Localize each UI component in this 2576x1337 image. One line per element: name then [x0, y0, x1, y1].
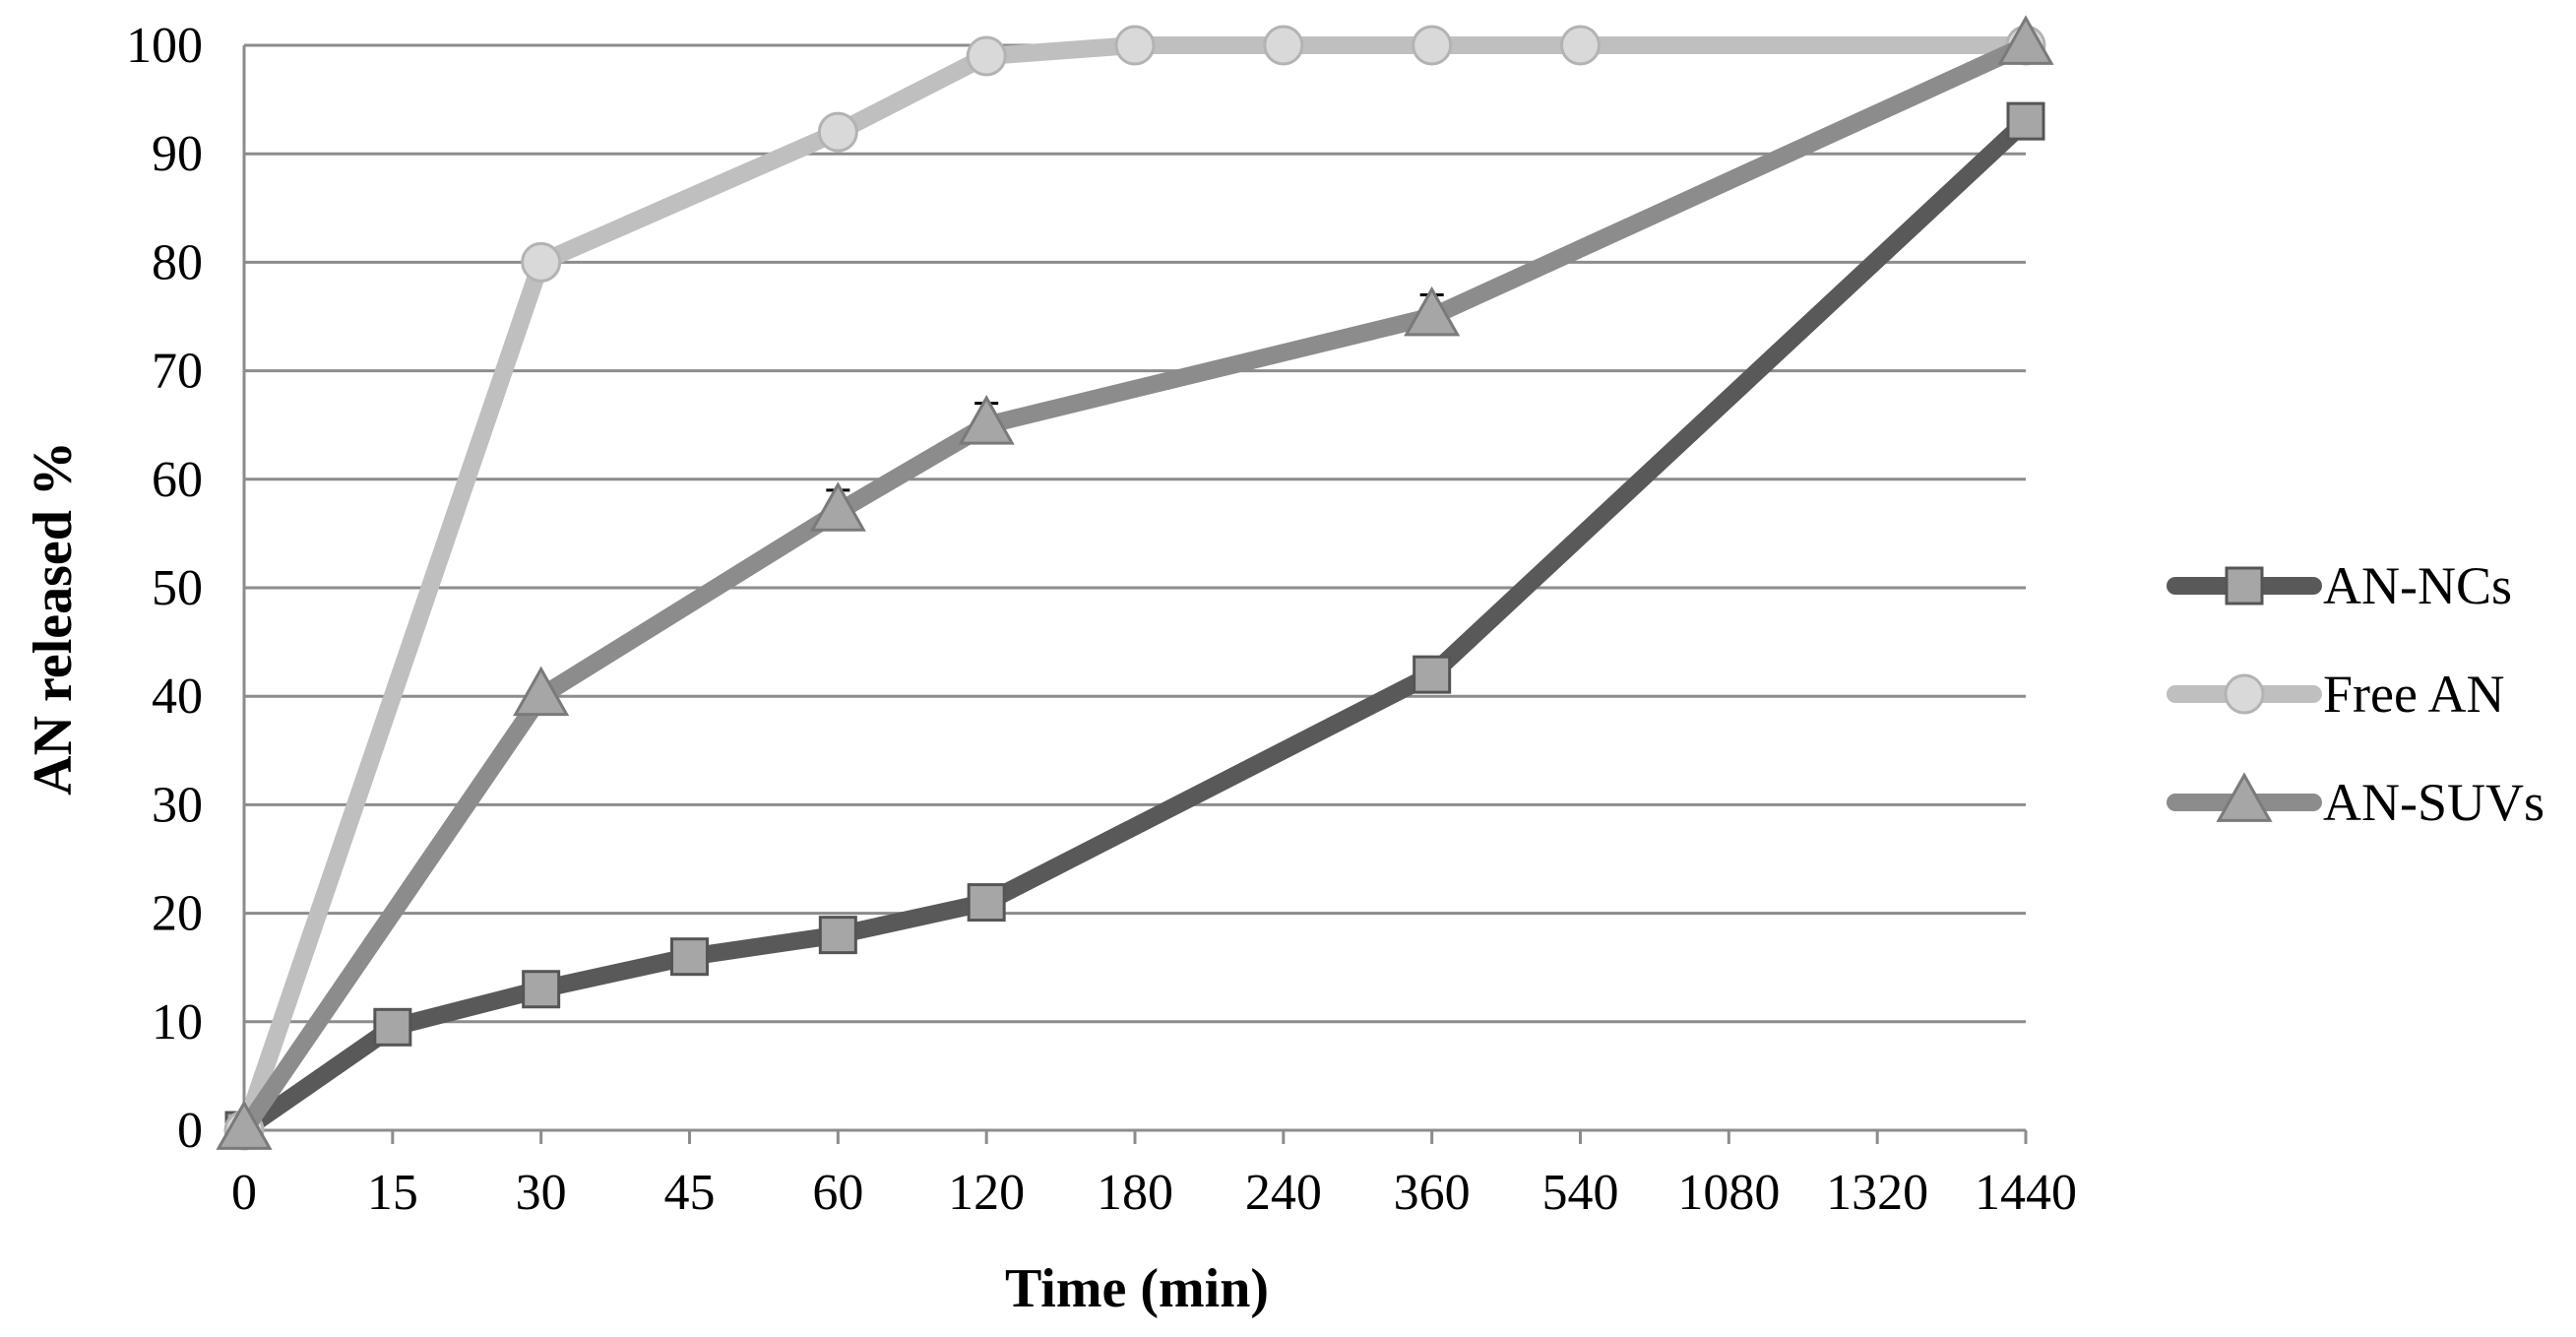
legend-label: AN-SUVs — [2323, 773, 2545, 832]
legend-item: AN-NCs — [2167, 556, 2512, 615]
x-tick-label: 15 — [367, 1165, 418, 1221]
x-tick-label: 60 — [812, 1165, 863, 1221]
data-point — [967, 883, 1006, 923]
data-point — [1413, 655, 1452, 694]
legend-marker — [2216, 772, 2273, 822]
y-tick-label: 40 — [152, 668, 203, 725]
legend: AN-NCs Free AN AN-SUVs — [2167, 556, 2545, 832]
data-point — [513, 666, 570, 717]
data-point — [1263, 25, 1304, 66]
x-tick-label: 540 — [1542, 1165, 1619, 1221]
y-tick-label: 60 — [152, 452, 203, 508]
data-point — [817, 111, 858, 153]
y-tick-label: 80 — [152, 234, 203, 290]
x-tick-label: 180 — [1097, 1165, 1173, 1221]
data-point — [958, 395, 1015, 445]
x-tick-label: 1440 — [1975, 1165, 2077, 1221]
x-tick-label: 1080 — [1677, 1165, 1780, 1221]
series-line — [235, 112, 2035, 1139]
y-tick-label: 90 — [152, 126, 203, 182]
data-point — [1560, 25, 1601, 66]
series-line — [235, 36, 2035, 1139]
data-point — [2006, 101, 2045, 141]
data-point — [1114, 25, 1156, 66]
y-tick-label: 50 — [152, 560, 203, 616]
data-point — [809, 481, 866, 532]
data-point — [521, 241, 562, 283]
x-axis-title: Time (min) — [1005, 1258, 1269, 1319]
legend-item: AN-SUVs — [2167, 772, 2545, 832]
data-point — [522, 970, 561, 1009]
legend-marker — [2225, 566, 2264, 605]
legend-marker — [2224, 673, 2265, 715]
data-point — [1412, 25, 1453, 66]
y-tick-label: 10 — [152, 994, 203, 1050]
x-tick-label: 360 — [1394, 1165, 1471, 1221]
x-tick-label: 120 — [948, 1165, 1025, 1221]
data-point — [818, 916, 857, 955]
x-tick-label: 30 — [516, 1165, 567, 1221]
y-tick-label: 20 — [152, 886, 203, 942]
x-tick-label: 240 — [1245, 1165, 1322, 1221]
data-point — [1997, 15, 2054, 65]
x-tick-label: 0 — [231, 1165, 257, 1221]
y-tick-label: 100 — [126, 18, 203, 74]
y-tick-label: 70 — [152, 344, 203, 400]
series-an-suvs — [216, 15, 2054, 1150]
legend-label: Free AN — [2323, 665, 2504, 724]
data-point — [373, 1007, 412, 1047]
data-point — [1404, 286, 1461, 337]
data-point — [670, 937, 709, 977]
data-point — [216, 1100, 273, 1150]
x-tick-label: 45 — [664, 1165, 716, 1221]
y-tick-label: 30 — [152, 777, 203, 833]
legend-label: AN-NCs — [2323, 556, 2512, 615]
series-an-ncs — [224, 101, 2045, 1150]
data-point — [966, 35, 1007, 77]
y-tick-label: 0 — [177, 1103, 203, 1159]
x-tick-label: 1320 — [1826, 1165, 1928, 1221]
y-axis-title: AN released % — [23, 441, 84, 796]
legend-item: Free AN — [2167, 665, 2504, 724]
